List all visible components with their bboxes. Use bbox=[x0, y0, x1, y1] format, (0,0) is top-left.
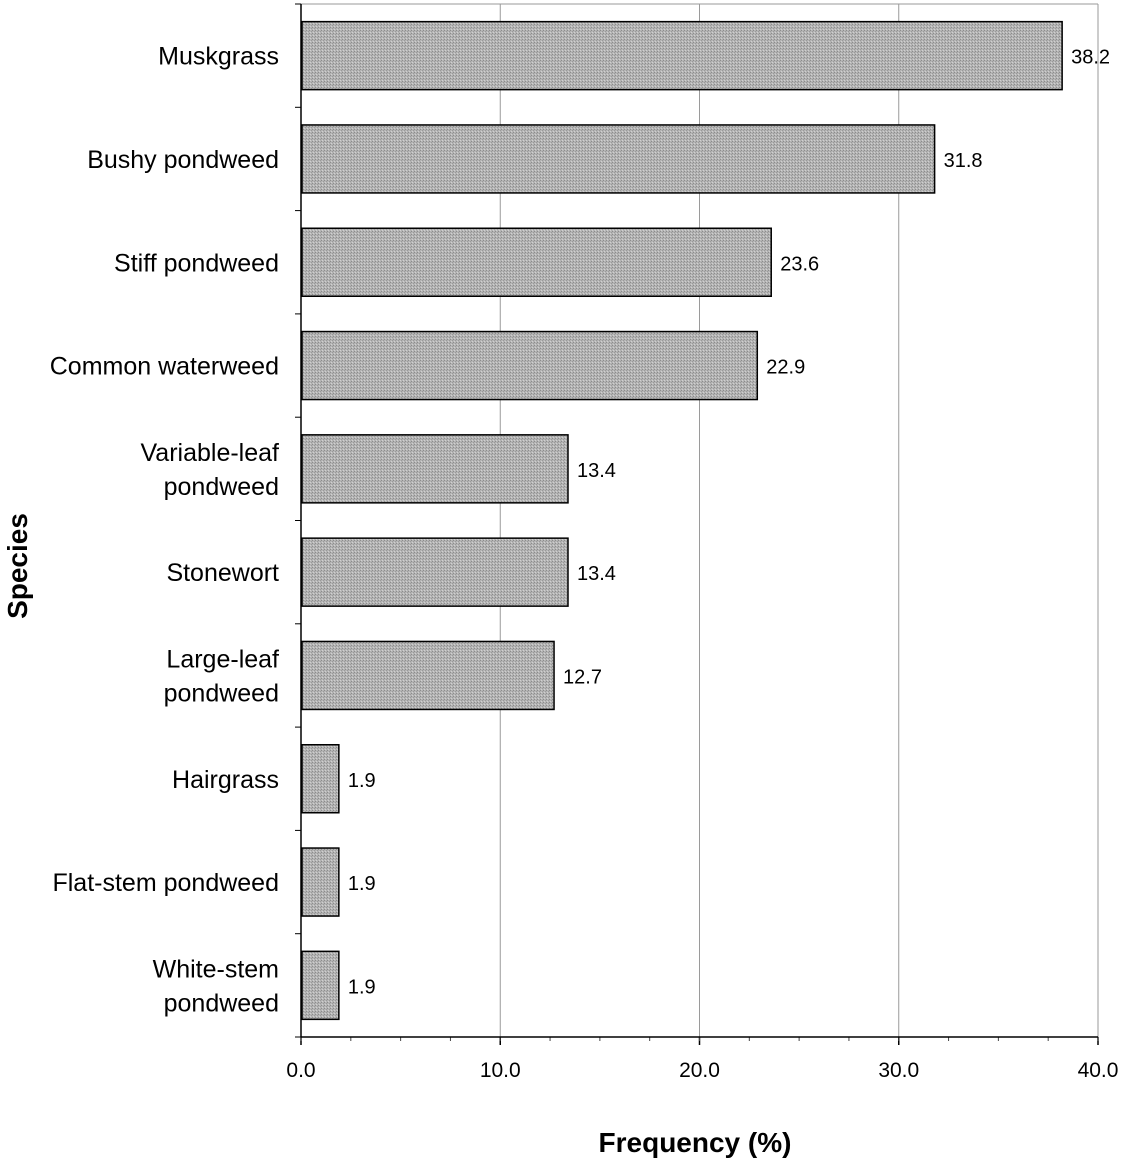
category-label: Hairgrass bbox=[172, 766, 279, 794]
value-label: 12.7 bbox=[563, 666, 602, 688]
category-label: Flat-stem pondweed bbox=[52, 869, 279, 897]
x-tick-label: 40.0 bbox=[1078, 1059, 1119, 1082]
category-label: Bushy pondweed bbox=[87, 146, 279, 174]
x-tick-label: 10.0 bbox=[480, 1059, 521, 1082]
category-label: Stiff pondweed bbox=[114, 249, 279, 277]
bar bbox=[301, 124, 936, 194]
category-label: Common waterweed bbox=[50, 353, 279, 381]
x-tick-label: 30.0 bbox=[878, 1059, 919, 1082]
axes-layer bbox=[295, 3, 1099, 1045]
bar bbox=[301, 640, 555, 711]
value-label: 1.9 bbox=[348, 770, 376, 792]
category-label: Variable-leaf pondweed bbox=[140, 439, 279, 501]
bar bbox=[301, 950, 340, 1021]
value-label: 31.8 bbox=[944, 150, 983, 172]
value-label: 13.4 bbox=[577, 460, 616, 482]
bar bbox=[301, 744, 340, 814]
category-label: White-stem pondweed bbox=[153, 955, 279, 1017]
labels-layer: 0.0 10.0 20.0 30.0 40.0 38.2 Muskgrass 31.8 Bush… bbox=[50, 43, 1119, 1082]
value-label: 1.9 bbox=[348, 976, 376, 998]
category-label: Muskgrass bbox=[158, 43, 279, 71]
x-tick-label: 0.0 bbox=[286, 1059, 315, 1082]
bar bbox=[301, 847, 340, 917]
bar bbox=[301, 434, 569, 504]
value-label: 1.9 bbox=[348, 873, 376, 895]
y-axis-title: Species bbox=[2, 513, 33, 619]
bar bbox=[301, 330, 759, 401]
x-tick-label: 20.0 bbox=[679, 1059, 720, 1082]
value-label: 13.4 bbox=[577, 563, 616, 585]
bar bbox=[301, 20, 1063, 91]
bar bbox=[301, 537, 569, 607]
x-axis-title: Frequency (%) bbox=[599, 1127, 792, 1158]
bar bbox=[301, 227, 772, 297]
category-label: Stonewort bbox=[166, 559, 279, 587]
value-label: 38.2 bbox=[1071, 47, 1110, 69]
value-label: 23.6 bbox=[780, 253, 819, 275]
category-label: Large-leaf pondweed bbox=[164, 645, 279, 707]
value-label: 22.9 bbox=[766, 357, 805, 379]
bars-layer bbox=[301, 20, 1063, 1021]
